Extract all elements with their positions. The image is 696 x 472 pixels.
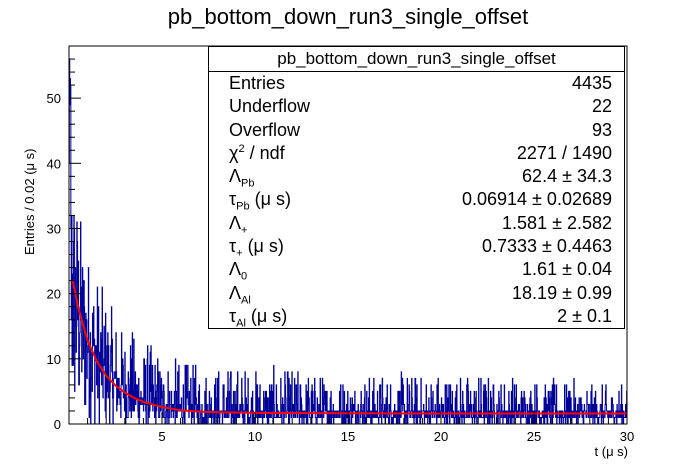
stats-key: Overflow: [229, 119, 301, 140]
stats-row: ΛPb 62.4 ± 34.3: [209, 165, 624, 190]
x-tick-label: 25: [527, 429, 541, 444]
stats-key: τAl (μ s): [229, 305, 288, 330]
stats-key: τ+ (μ s): [229, 236, 284, 260]
stats-value: 0.7333 ± 0.4463: [482, 236, 612, 257]
stats-value: 1.61 ± 0.04: [522, 259, 612, 280]
stats-value: 18.19 ± 0.99: [512, 282, 612, 303]
stats-value: 2271 / 1490: [516, 142, 612, 163]
stats-box: pb_bottom_down_run3_single_offset Entrie…: [208, 46, 625, 330]
stats-value: 1.581 ± 2.582: [502, 212, 612, 233]
chart-title: pb_bottom_down_run3_single_offset: [167, 4, 529, 29]
stats-row: Entries 4435: [209, 72, 624, 95]
y-tick-label: 50: [47, 91, 61, 106]
stats-row: ΛAl 18.19 ± 0.99: [209, 282, 624, 307]
stats-value: 0.06914 ± 0.02689: [461, 189, 612, 210]
stats-key: Λ0: [229, 259, 248, 283]
stats-key: χ2 / ndf: [229, 142, 285, 163]
stats-row: Underflow 22: [209, 95, 624, 118]
x-tick-label: 10: [248, 429, 262, 444]
stats-value: 22: [591, 96, 612, 117]
stats-value: 93: [591, 119, 612, 140]
x-tick-label: 20: [434, 429, 448, 444]
stats-key: Entries: [229, 73, 286, 93]
stats-row: τAl (μ s) 2 ± 0.1: [209, 305, 624, 330]
stats-key: τPb (μ s): [229, 189, 291, 214]
stats-value: 4435: [571, 73, 612, 93]
x-tick-label: 30: [620, 429, 634, 444]
stats-key: Underflow: [229, 96, 311, 117]
stats-row: χ2 / ndf 2271 / 1490: [209, 142, 624, 165]
y-tick-label: 40: [47, 156, 61, 171]
stats-key: Λ+: [229, 212, 248, 237]
stats-rows: Entries 4435 Underflow 22 Overflow 93 χ2 / ndf…: [209, 72, 624, 330]
stats-key: ΛPb: [229, 166, 255, 190]
x-tick-label: 15: [341, 429, 355, 444]
stats-row: Overflow 93: [209, 119, 624, 142]
stats-value: 2 ± 0.1: [557, 305, 612, 326]
fit-curve: [71, 280, 627, 415]
x-tick-label: 5: [158, 429, 165, 444]
x-axis-label: t (μ s): [594, 444, 628, 459]
y-tick-label: 10: [47, 352, 61, 367]
stats-row: τPb (μ s) 0.06914 ± 0.02689: [209, 188, 624, 214]
stats-row: τ+ (μ s) 0.7333 ± 0.4463: [209, 235, 624, 260]
y-tick-label: 30: [47, 221, 61, 236]
stats-row: Λ+ 1.581 ± 2.582: [209, 212, 624, 237]
stats-title: pb_bottom_down_run3_single_offset: [209, 47, 624, 72]
stats-row: Λ0 1.61 ± 0.04: [209, 258, 624, 283]
y-tick-label: 0: [54, 417, 61, 432]
stats-key: ΛAl: [229, 282, 251, 307]
stats-value: 62.4 ± 34.3: [522, 166, 612, 187]
y-tick-label: 20: [47, 287, 61, 302]
y-axis-label: Entries / 0.02 (μ s): [22, 148, 37, 255]
